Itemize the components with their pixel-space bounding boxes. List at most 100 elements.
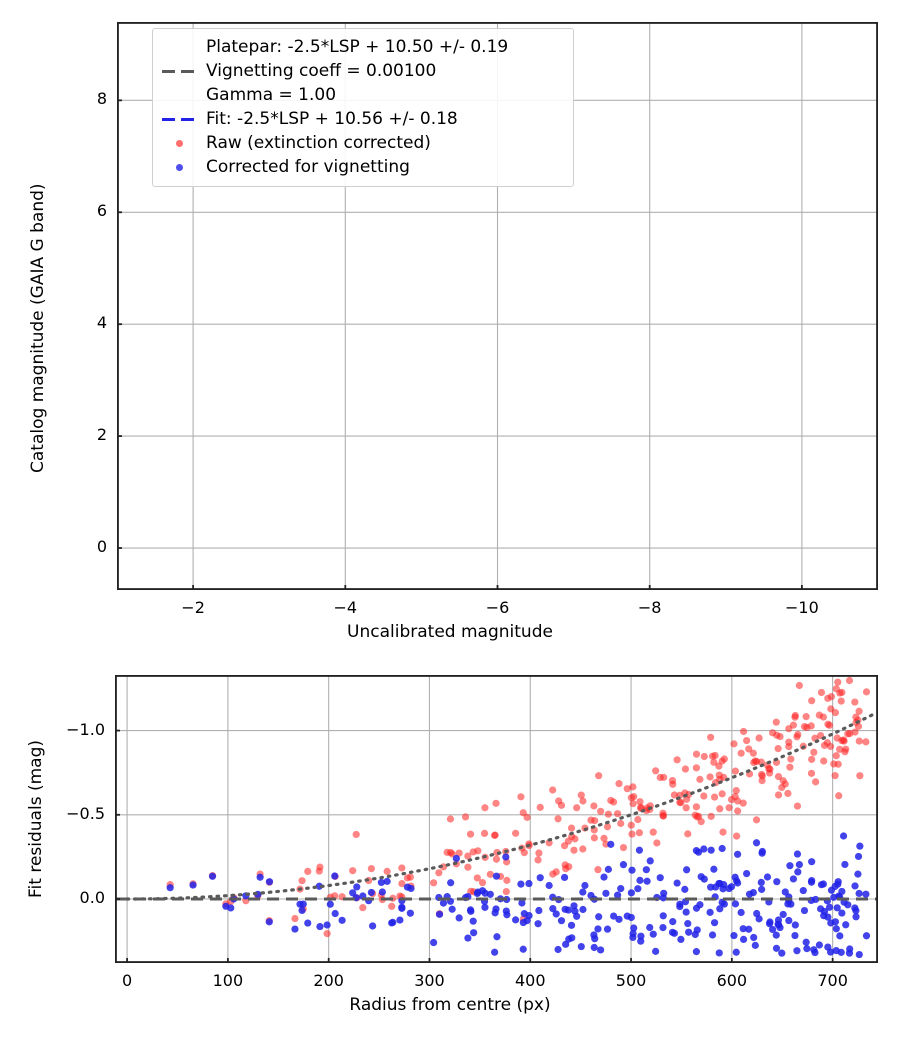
corrected-residual-point [854, 852, 863, 861]
corrected-residual-point [743, 869, 751, 878]
raw-residual-point [367, 865, 375, 873]
raw-residual-point [619, 843, 628, 852]
corrected-residual-point [166, 884, 174, 892]
raw-residual-point [752, 816, 761, 824]
legend-swatch-gamma [162, 86, 198, 104]
corrected-residual-point [470, 929, 478, 937]
corrected-residual-point [636, 876, 644, 884]
corrected-residual-point [716, 905, 724, 913]
bottom-x-tick-label: 500 [615, 971, 647, 990]
corrected-residual-point [842, 921, 850, 929]
corrected-residual-point [298, 906, 306, 915]
corrected-residual-point [491, 948, 499, 956]
raw-residual-point [718, 757, 726, 765]
corrected-residual-point [734, 850, 742, 858]
raw-residual-point [590, 834, 598, 842]
corrected-residual-point [778, 949, 786, 957]
raw-residual-point [800, 723, 809, 731]
corrected-residual-point [518, 899, 526, 907]
raw-residual-point [787, 755, 795, 763]
corrected-residual-point [683, 866, 691, 874]
legend-label-fit: Fit: -2.5*LSP + 10.56 +/- 0.18 [206, 109, 458, 129]
corrected-residual-point [367, 888, 375, 897]
corrected-residual-point [534, 920, 542, 928]
raw-residual-point [600, 834, 608, 842]
corrected-residual-point [564, 906, 572, 914]
top-x-tick-label: −4 [333, 598, 358, 617]
raw-residual-point [649, 828, 657, 836]
raw-residual-point [732, 786, 740, 795]
corrected-residual-point [587, 891, 595, 900]
raw-residual-point [793, 802, 802, 810]
raw-residual-point [503, 876, 511, 884]
raw-residual-point [455, 849, 463, 857]
corrected-residual-point [570, 902, 578, 910]
corrected-marker-icon [176, 164, 183, 171]
corrected-residual-point [560, 873, 569, 882]
corrected-residual-point [794, 868, 802, 876]
raw-residual-point [739, 727, 748, 736]
corrected-residual-point [855, 889, 863, 898]
corrected-residual-point [637, 937, 645, 945]
vignetting-model-curve [125, 712, 875, 901]
corrected-residual-point [602, 889, 610, 897]
raw-residual-point [700, 792, 708, 800]
raw-residual-point [552, 868, 560, 876]
corrected-residual-point [825, 903, 834, 911]
corrected-residual-point [554, 945, 562, 954]
raw-residual-point [629, 800, 637, 808]
corrected-residual-point [291, 925, 299, 933]
raw-residual-point [745, 745, 753, 753]
corrected-residual-point [752, 839, 761, 847]
raw-residual-point [774, 744, 782, 753]
raw-residual-point [739, 799, 747, 807]
corrected-residual-point [725, 884, 733, 893]
corrected-residual-point [353, 883, 361, 891]
raw-residual-point [731, 767, 740, 775]
corrected-residual-point [758, 885, 766, 893]
corrected-residual-point [265, 878, 274, 886]
raw-residual-point [478, 878, 487, 887]
corrected-residual-point [520, 910, 528, 918]
corrected-residual-point [673, 879, 681, 887]
corrected-residual-point [635, 846, 644, 854]
raw-residual-point [774, 791, 783, 799]
raw-residual-point [769, 729, 777, 737]
raw-residual-point [629, 783, 637, 791]
raw-residual-point [692, 803, 701, 811]
corrected-residual-point [751, 941, 759, 949]
raw-residual-point [570, 846, 578, 854]
raw-residual-point [659, 812, 667, 820]
raw-residual-point [794, 730, 802, 739]
corrected-residual-point [737, 908, 745, 917]
corrected-residual-point [862, 932, 871, 940]
corrected-residual-point [779, 910, 787, 919]
corrected-residual-point [579, 905, 587, 914]
corrected-residual-point [656, 874, 664, 882]
raw-residual-point [579, 797, 587, 805]
corrected-residual-point [398, 904, 406, 912]
corrected-residual-point [827, 919, 835, 927]
corrected-residual-point [503, 911, 511, 919]
raw-residual-point [603, 823, 612, 831]
corrected-residual-point [467, 907, 475, 915]
corrected-residual-point [331, 909, 339, 918]
raw-residual-point [406, 873, 414, 881]
corrected-residual-point [706, 908, 714, 916]
raw-residual-point [855, 737, 863, 745]
raw-residual-point [810, 748, 818, 756]
raw-residual-point [536, 803, 544, 811]
raw-residual-point [486, 870, 494, 878]
corrected-residual-point [617, 885, 625, 893]
raw-residual-point [635, 829, 644, 837]
corrected-residual-point [545, 881, 553, 890]
legend-swatch-vignetting [162, 62, 198, 80]
raw-residual-point [706, 773, 714, 781]
corrected-residual-point [697, 873, 705, 881]
corrected-residual-point [755, 915, 763, 923]
raw-residual-point [692, 764, 701, 772]
corrected-residual-point [607, 840, 615, 848]
corrected-residual-point [455, 914, 463, 922]
raw-residual-point [614, 810, 622, 818]
